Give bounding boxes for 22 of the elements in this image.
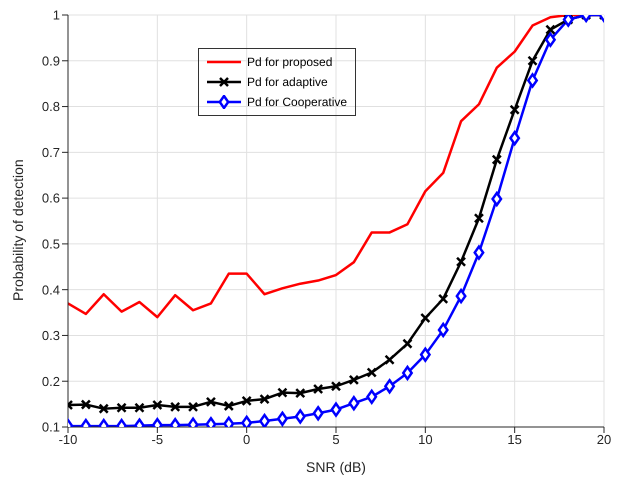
y-tick-label: 0.4 (42, 282, 60, 298)
x-tick-label: -10 (58, 432, 78, 448)
x-tick-label: 15 (507, 432, 522, 448)
legend-label: Pd for proposed (247, 55, 332, 69)
legend-label: Pd for Cooperative (247, 95, 348, 109)
x-axis-title: SNR (dB) (306, 459, 366, 475)
x-tick-label: 0 (243, 432, 250, 448)
y-tick-label: 0.5 (42, 236, 60, 252)
y-tick-label: 0.1 (42, 420, 60, 435)
y-tick-label: 1 (52, 8, 60, 23)
x-tick-label: 10 (418, 432, 433, 448)
x-tick-label: 20 (596, 432, 612, 448)
y-tick-label: 0.7 (42, 144, 60, 160)
y-tick-label: 0.3 (42, 328, 60, 344)
y-tick-label: 0.6 (42, 190, 60, 206)
x-tick-label: 5 (332, 432, 340, 448)
y-axis-title: Probability of detection (10, 159, 26, 301)
y-tick-label: 0.2 (42, 374, 60, 389)
y-tick-label: 0.8 (42, 99, 60, 114)
legend-label: Pd for adaptive (247, 75, 328, 89)
y-tick-label: 0.9 (42, 53, 60, 68)
x-tick-label: -5 (152, 432, 164, 448)
